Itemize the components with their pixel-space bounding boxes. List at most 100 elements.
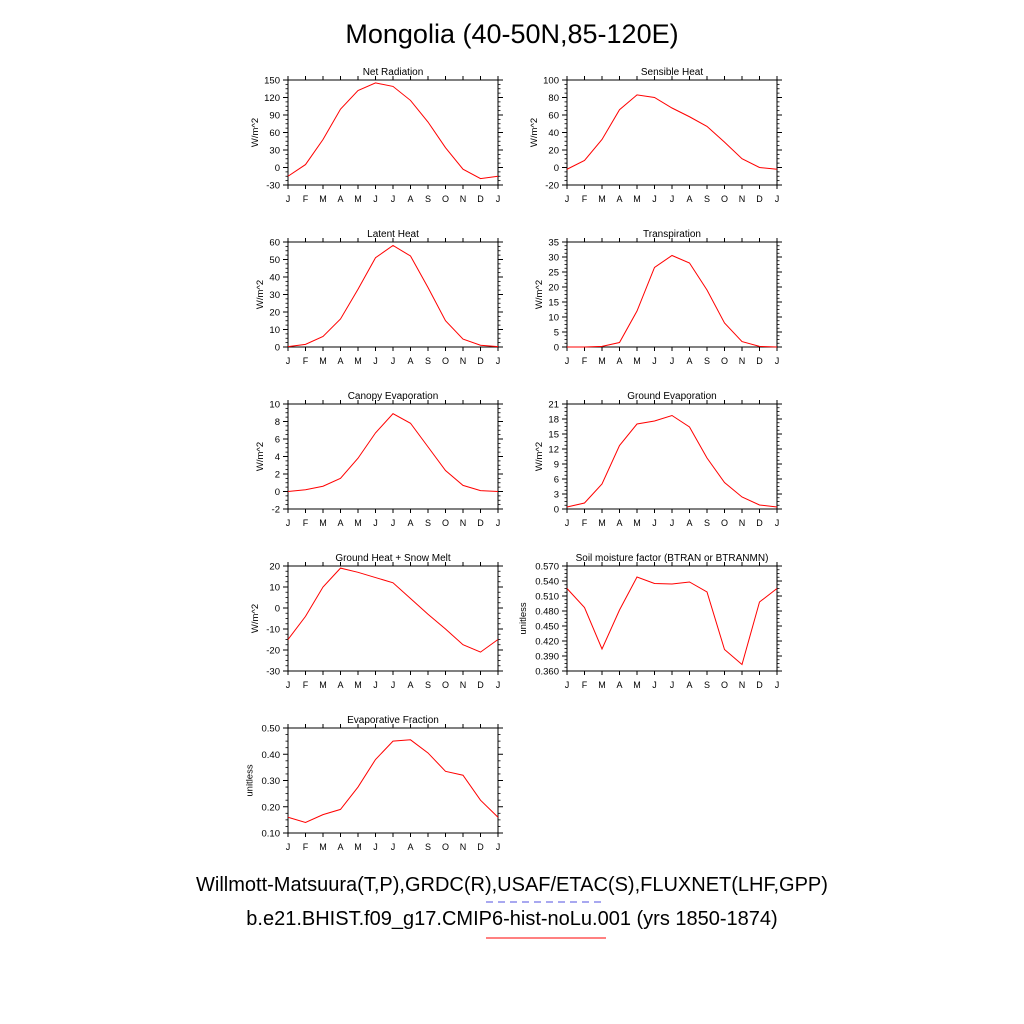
y-tick-label: 50 <box>269 255 280 266</box>
y-tick-label: 8 <box>275 417 280 428</box>
y-tick-label: -2 <box>272 505 280 516</box>
y-tick-label: -20 <box>545 181 559 192</box>
panel-frame <box>566 241 778 348</box>
x-tick-label: S <box>425 194 431 204</box>
x-tick-label: D <box>477 518 484 528</box>
x-tick-label: J <box>373 680 378 690</box>
y-tick-label: 18 <box>548 415 559 426</box>
panel-title: Transpiration <box>643 229 701 240</box>
x-tick-label: F <box>303 194 309 204</box>
y-tick-label: 0 <box>554 343 559 354</box>
x-tick-label: O <box>442 356 449 366</box>
panel-title: Ground Evaporation <box>627 391 717 402</box>
x-tick-label: J <box>496 680 501 690</box>
panel-frame <box>566 79 778 186</box>
y-tick-label: 35 <box>548 238 559 249</box>
x-tick-label: J <box>670 680 675 690</box>
y-tick-label: 6 <box>554 475 559 486</box>
x-tick-label: S <box>704 680 710 690</box>
x-tick-label: A <box>407 194 413 204</box>
x-tick-label: D <box>756 194 763 204</box>
y-tick-label: 0.10 <box>262 829 281 840</box>
x-tick-label: M <box>319 842 327 852</box>
x-tick-label: J <box>670 356 675 366</box>
x-tick-label: N <box>460 356 467 366</box>
y-tick-label: 20 <box>269 308 280 319</box>
panel-title: Soil moisture factor (BTRAN or BTRANMN) <box>576 553 769 564</box>
y-tick-label: 0 <box>275 487 280 498</box>
x-tick-label: A <box>686 518 692 528</box>
y-tick-label: 0 <box>275 163 280 174</box>
x-tick-label: J <box>286 518 291 528</box>
x-tick-label: J <box>775 194 780 204</box>
x-tick-label: J <box>775 518 780 528</box>
y-tick-label: 3 <box>554 490 559 501</box>
x-tick-label: M <box>598 194 606 204</box>
x-tick-label: J <box>286 680 291 690</box>
x-tick-label: S <box>425 356 431 366</box>
x-tick-label: J <box>391 842 396 852</box>
y-tick-label: -10 <box>266 625 280 636</box>
x-tick-label: A <box>686 194 692 204</box>
x-tick-label: J <box>565 518 570 528</box>
x-tick-label: J <box>286 356 291 366</box>
y-tick-label: 0.20 <box>262 802 281 813</box>
x-tick-label: J <box>286 194 291 204</box>
legend-model-label: b.e21.BHIST.f09_g17.CMIP6-hist-noLu.001 … <box>246 908 778 930</box>
y-tick-label: 0 <box>554 163 559 174</box>
x-tick-label: M <box>598 356 606 366</box>
y-tick-label: 80 <box>548 93 559 104</box>
x-tick-label: M <box>633 356 641 366</box>
y-tick-label: 60 <box>548 111 559 122</box>
x-tick-label: D <box>477 356 484 366</box>
y-tick-label: 12 <box>548 445 559 456</box>
x-tick-label: A <box>686 680 692 690</box>
panel-title: Latent Heat <box>367 229 419 240</box>
y-tick-label: 9 <box>554 460 559 471</box>
y-tick-label: 0.390 <box>535 652 559 663</box>
x-tick-label: J <box>373 842 378 852</box>
y-tick-label: 0.540 <box>535 577 559 588</box>
x-tick-label: S <box>704 518 710 528</box>
x-tick-label: M <box>319 680 327 690</box>
y-tick-label: 40 <box>269 273 280 284</box>
x-tick-label: M <box>319 518 327 528</box>
x-tick-label: F <box>582 680 588 690</box>
x-tick-label: J <box>565 680 570 690</box>
x-tick-label: M <box>633 518 641 528</box>
y-tick-label: 10 <box>548 313 559 324</box>
y-tick-label: 0 <box>554 505 559 516</box>
x-tick-label: D <box>477 842 484 852</box>
x-tick-label: F <box>303 680 309 690</box>
x-tick-label: S <box>425 842 431 852</box>
x-tick-label: A <box>407 842 413 852</box>
x-tick-label: J <box>373 356 378 366</box>
y-axis-label: W/m^2 <box>255 280 266 309</box>
panel-title: Sensible Heat <box>641 67 703 78</box>
y-tick-label: 30 <box>269 290 280 301</box>
y-tick-label: -30 <box>266 667 280 678</box>
y-tick-label: 25 <box>548 268 559 279</box>
x-tick-label: N <box>739 680 746 690</box>
x-tick-label: A <box>616 356 622 366</box>
y-tick-label: 30 <box>548 253 559 264</box>
x-tick-label: A <box>616 194 622 204</box>
x-tick-label: J <box>775 680 780 690</box>
x-tick-label: A <box>337 680 343 690</box>
y-tick-label: 0.50 <box>262 724 281 735</box>
x-tick-label: S <box>425 518 431 528</box>
x-tick-label: J <box>775 356 780 366</box>
panel-frame <box>287 79 499 186</box>
x-tick-label: J <box>565 194 570 204</box>
x-tick-label: O <box>442 842 449 852</box>
legend-observations-label: Willmott-Matsuura(T,P),GRDC(R),USAF/ETAC… <box>196 874 828 896</box>
panel-frame <box>287 565 499 672</box>
x-tick-label: S <box>425 680 431 690</box>
x-tick-label: M <box>598 518 606 528</box>
y-tick-label: 60 <box>269 238 280 249</box>
x-tick-label: A <box>337 518 343 528</box>
x-tick-label: J <box>286 842 291 852</box>
